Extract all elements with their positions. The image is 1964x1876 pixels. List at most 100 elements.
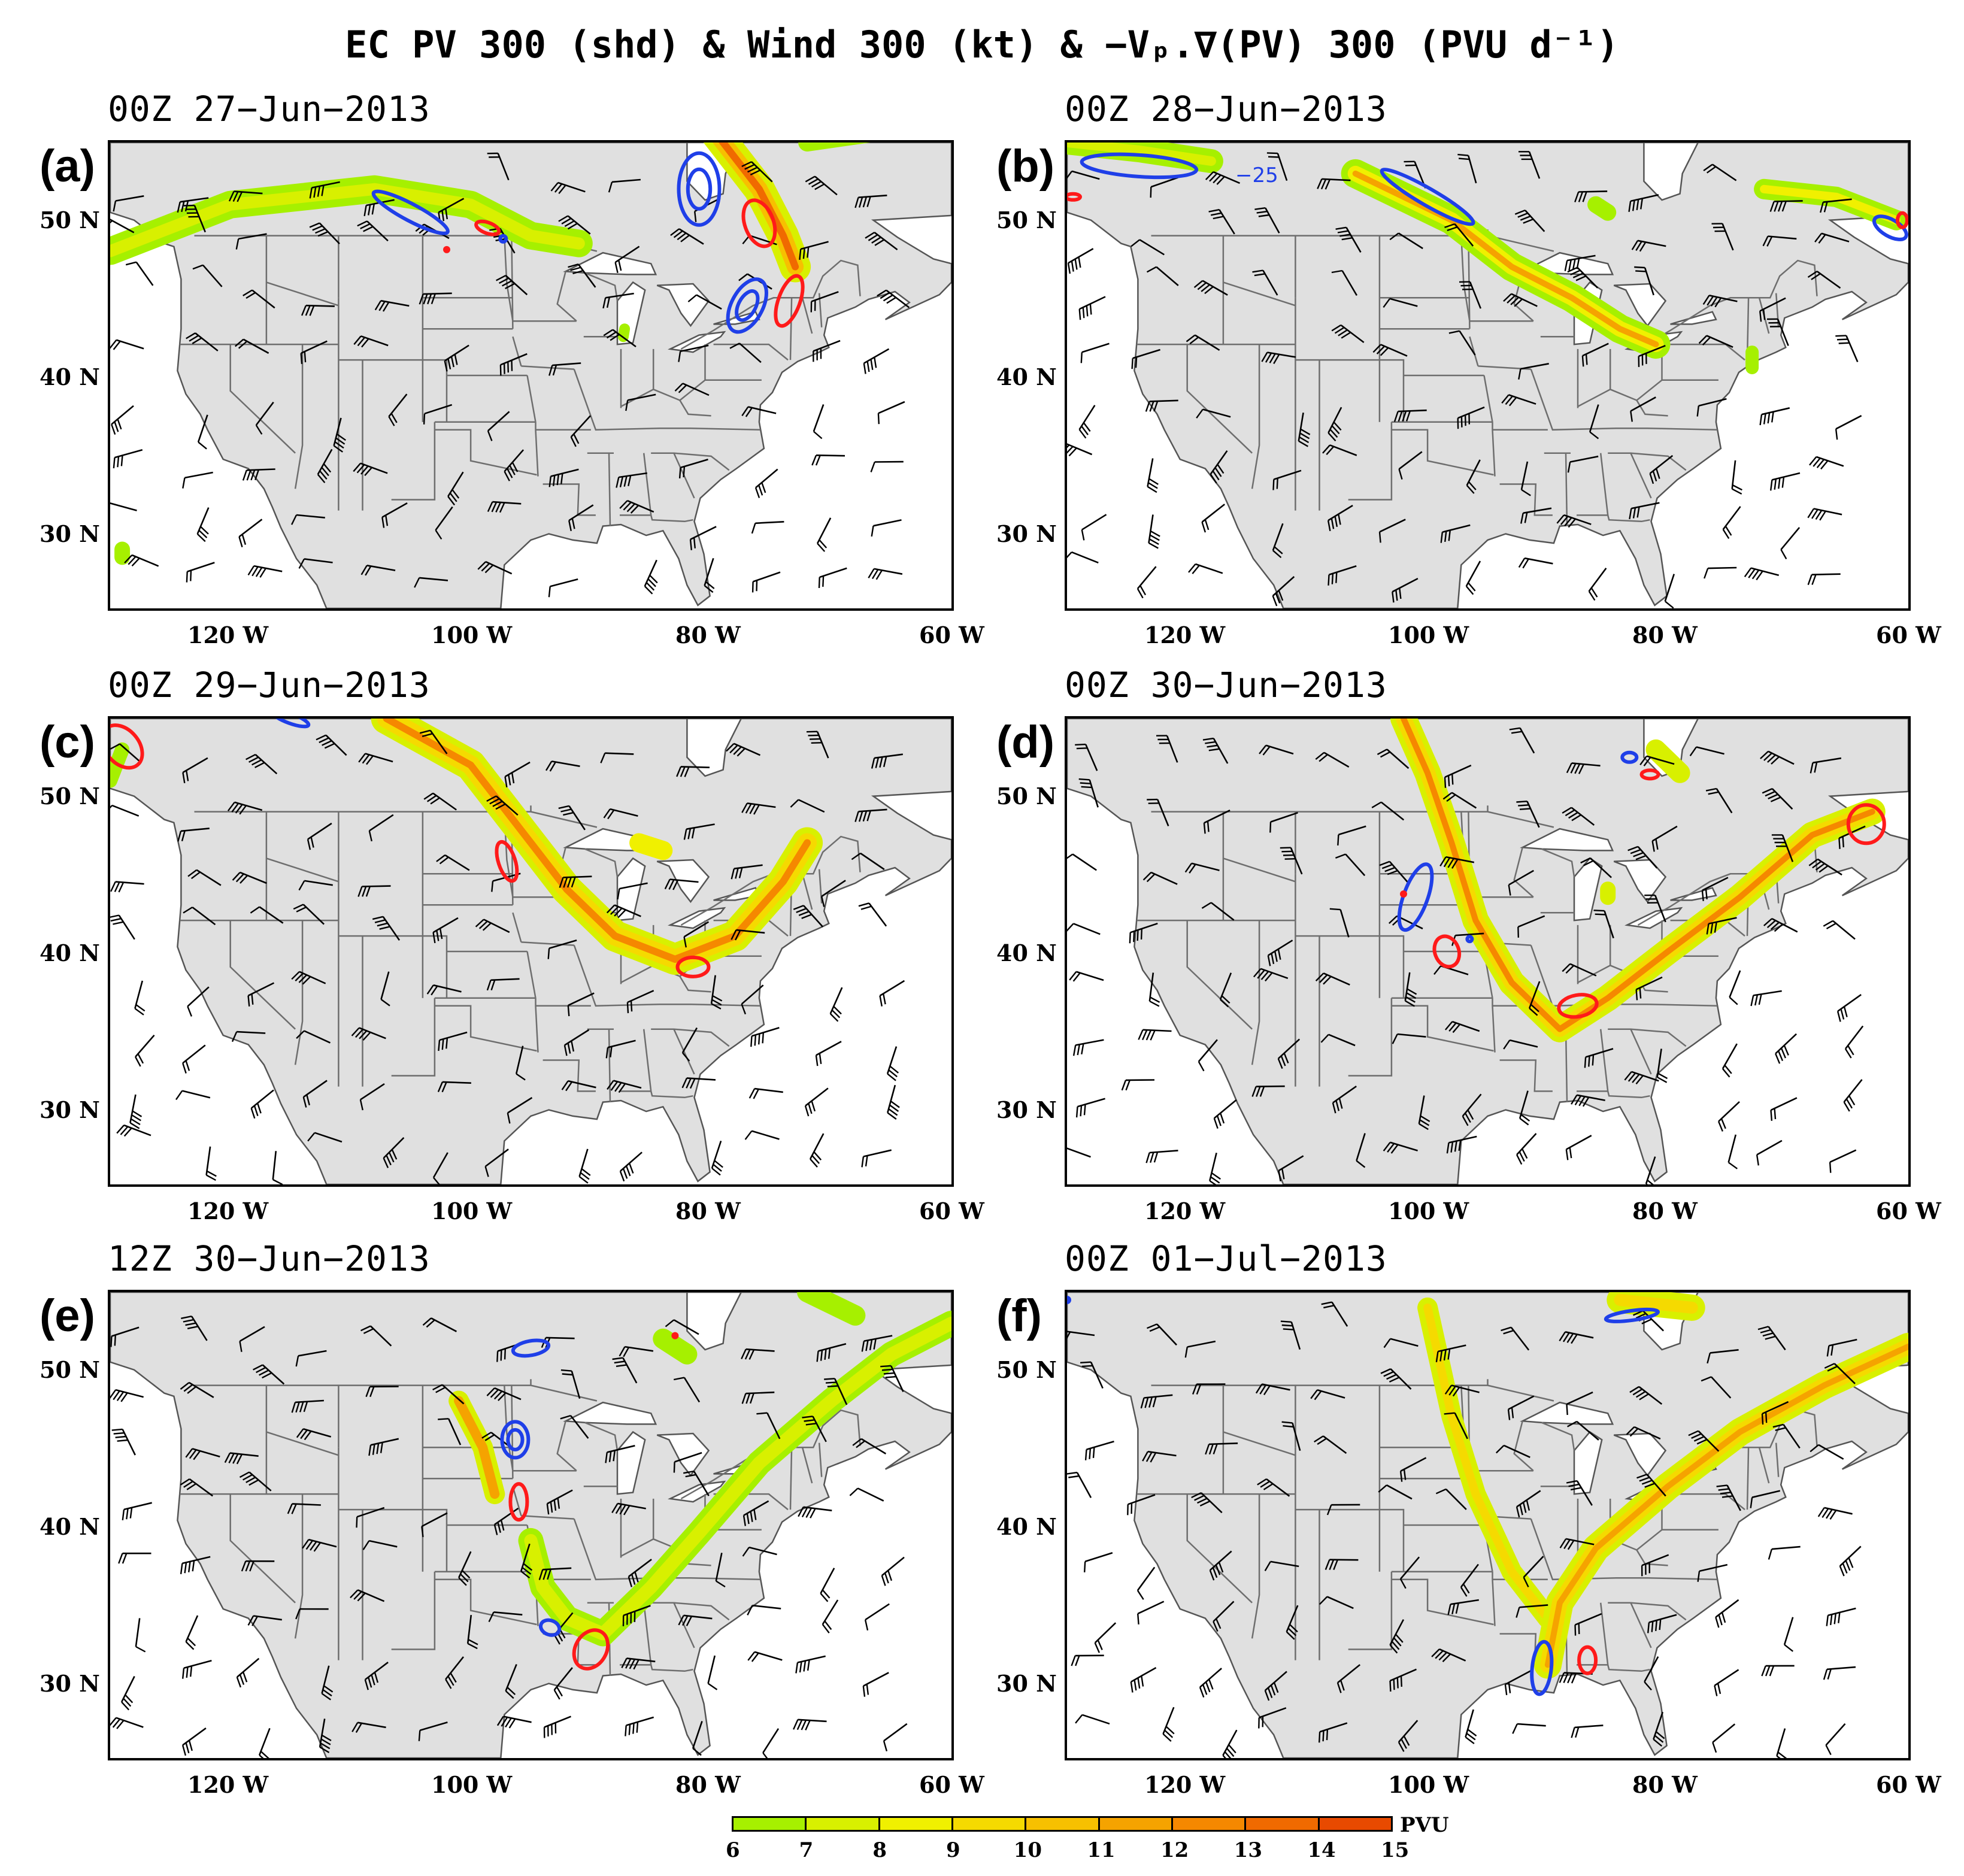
wind-barb-feather (1080, 1361, 1092, 1363)
wind-barb-staff (298, 1350, 327, 1357)
wind-barb-feather (186, 1666, 189, 1678)
wind-barb-feather (1689, 746, 1697, 756)
wind-barb-feather (630, 505, 639, 514)
wind-barb-feather (129, 1122, 140, 1129)
wind-barb (1518, 363, 1549, 380)
wind-barb-staff (1390, 1338, 1419, 1347)
wind-barb-staff (751, 1027, 780, 1037)
wind-barb-feather (1435, 1351, 1439, 1362)
state-border (1186, 1494, 1253, 1604)
wind-barb-staff (110, 219, 135, 234)
wind-barb (1067, 923, 1101, 935)
wind-barb-staff (628, 1559, 652, 1578)
wind-barb (1714, 1669, 1739, 1696)
lat-label-50n: 50 N (40, 783, 100, 810)
wind-barb-feather (1067, 1471, 1078, 1475)
wind-barb-feather (1149, 1000, 1160, 1007)
wind-barb-staff (419, 1722, 448, 1731)
wind-barb-feather (1341, 332, 1351, 339)
wind-barb-feather (247, 565, 255, 576)
wind-barb-staff (1651, 825, 1678, 842)
wind-barb-feather (505, 283, 516, 289)
wind-barb (1253, 968, 1289, 982)
wind-barb-feather (614, 262, 619, 273)
wind-barb-feather (246, 754, 256, 760)
wind-barb-feather (687, 294, 697, 302)
wind-barb-feather (126, 1508, 129, 1520)
wind-barb (802, 1416, 827, 1442)
wind-barb-feather (372, 1444, 375, 1455)
wind-barb (1356, 1133, 1366, 1168)
wind-barb-feather (1259, 1384, 1267, 1395)
lat-label-40n: 40 N (996, 1513, 1057, 1540)
lon-label-60w: 60 W (919, 1198, 984, 1225)
wind-barb (1138, 1029, 1172, 1041)
wind-barb-feather (1435, 1650, 1444, 1659)
wind-barb-feather (649, 574, 658, 584)
wind-barb-feather (1634, 266, 1645, 269)
wind-barb (235, 233, 267, 250)
wind-barb-feather (296, 1030, 305, 1039)
wind-barb-staff (1339, 909, 1350, 938)
wind-barb-feather (458, 1577, 467, 1586)
pv-shading (454, 1396, 500, 1499)
wind-barb-feather (1582, 191, 1587, 202)
wind-barb-feather (206, 1174, 216, 1181)
wind-barb (186, 562, 215, 583)
wind-barb-feather (1405, 996, 1416, 1003)
wind-barb-feather (1403, 1469, 1407, 1480)
wind-barb-staff (1524, 557, 1553, 565)
wind-barb-feather (1778, 478, 1781, 489)
wind-barb-feather (625, 1658, 632, 1669)
wind-barb-staff (1696, 746, 1724, 755)
wind-barb-staff (1811, 573, 1841, 575)
wind-barb-staff (119, 743, 143, 764)
wind-barb-feather (1267, 955, 1271, 966)
wind-barb-feather (445, 208, 448, 220)
wind-barb (751, 571, 781, 593)
wind-barb-feather (1570, 269, 1581, 275)
wind-barb-feather (1338, 329, 1348, 337)
wind-barb-feather (1153, 1151, 1159, 1163)
wind-barb-staff (1653, 1711, 1664, 1740)
wind-barb-feather (1807, 271, 1818, 278)
wind-barb (822, 1599, 839, 1633)
wind-barb-feather (185, 1448, 193, 1458)
lon-label-100w: 100 W (1388, 1771, 1469, 1798)
state-border (1348, 422, 1393, 501)
wind-barb (1331, 269, 1358, 296)
wind-barb-feather (612, 1357, 623, 1360)
wind-barb (548, 362, 581, 376)
wind-barb-staff (1772, 472, 1801, 481)
wind-barb-feather (1075, 743, 1086, 746)
wind-barb-feather (182, 1668, 185, 1679)
wind-barb-feather (1520, 513, 1524, 524)
wind-barb-feather (751, 1652, 759, 1662)
wind-barb-staff (1753, 990, 1782, 996)
wind-barb-feather (1567, 1539, 1575, 1550)
wind-barb-feather (321, 185, 325, 196)
wind-barb-feather (200, 526, 209, 535)
wind-barb (1556, 514, 1592, 528)
wind-barb-feather (1818, 865, 1829, 873)
wind-barb-feather (1589, 431, 1599, 440)
wind-barb (247, 1615, 282, 1626)
panel-d-letter: (d) (996, 717, 1055, 768)
wind-barb (307, 1132, 343, 1143)
wind-barb-feather (805, 1720, 811, 1730)
wind-barb-feather (888, 1069, 898, 1078)
wind-barb-feather (511, 462, 519, 472)
wind-barb (553, 1667, 573, 1700)
wind-barb-feather (1571, 1672, 1577, 1684)
wind-barb (1629, 1386, 1663, 1405)
wind-barb (1566, 1480, 1593, 1506)
wind-barb-feather (1145, 1451, 1153, 1462)
wind-barb (1383, 298, 1418, 308)
pv-advection-negative-contour (1380, 168, 1475, 226)
pv-advection-negative-contour (500, 1420, 531, 1460)
wind-barb-feather (123, 1128, 132, 1137)
wind-barb-staff (116, 339, 144, 350)
wind-barb-feather (1826, 1615, 1829, 1626)
wind-barb-feather (1081, 1043, 1084, 1054)
wind-barb-feather (1341, 237, 1353, 241)
